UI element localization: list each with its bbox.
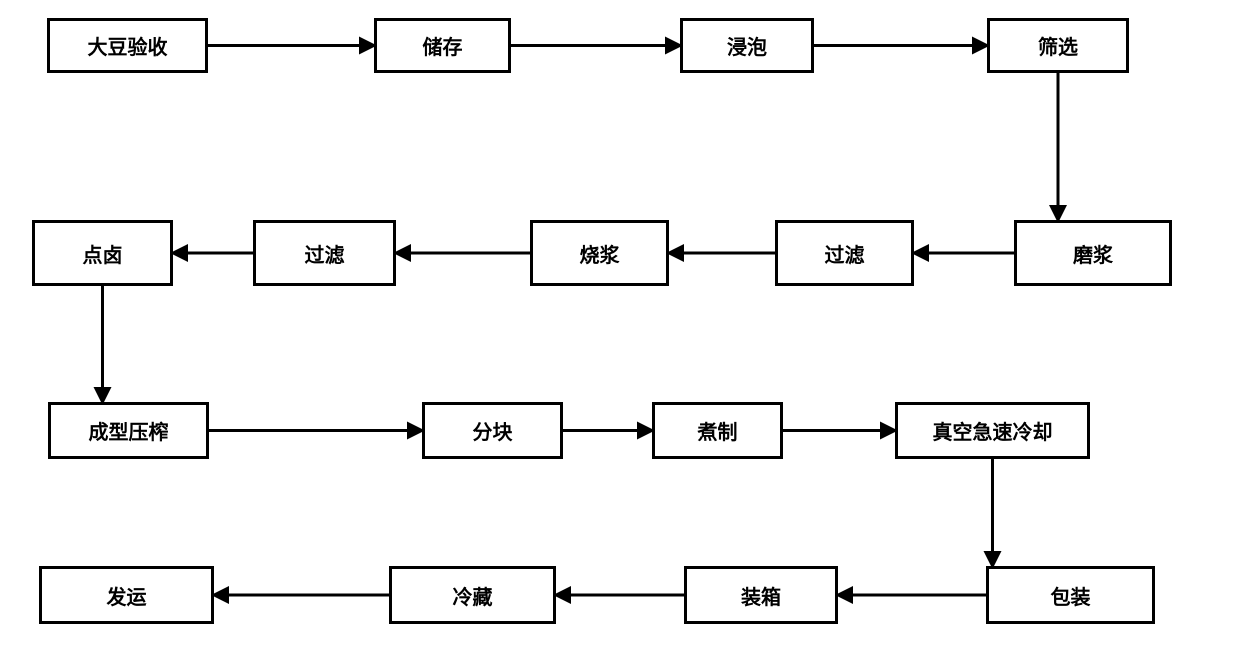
- flowchart-node-n6: 过滤: [775, 220, 914, 286]
- flowchart-node-n12: 煮制: [652, 402, 783, 459]
- node-label: 真空急速冷却: [933, 416, 1053, 445]
- node-label: 筛选: [1038, 31, 1078, 60]
- node-label: 浸泡: [727, 31, 767, 60]
- flowchart-node-n1: 大豆验收: [47, 18, 208, 73]
- flowchart-node-n7: 烧浆: [530, 220, 669, 286]
- node-label: 装箱: [741, 581, 781, 610]
- flowchart-node-n10: 成型压榨: [48, 402, 209, 459]
- node-label: 磨浆: [1073, 239, 1113, 268]
- flowchart-canvas: 大豆验收 储存 浸泡 筛选磨浆 过滤 烧浆 过滤 点卤成型压榨 分块 煮制 真空急速冷却包装 装箱 冷藏…: [0, 0, 1240, 669]
- node-label: 包装: [1051, 581, 1091, 610]
- flowchart-node-n17: 发运: [39, 566, 214, 624]
- flowchart-node-n15: 装箱: [684, 566, 838, 624]
- flowchart-node-n14: 包装: [986, 566, 1155, 624]
- node-label: 大豆验收: [88, 31, 168, 60]
- node-label: 过滤: [305, 239, 345, 268]
- node-label: 冷藏: [453, 581, 493, 610]
- node-label: 成型压榨: [89, 416, 169, 445]
- node-label: 分块: [473, 416, 513, 445]
- node-label: 储存: [423, 31, 463, 60]
- flowchart-node-n5: 磨浆: [1014, 220, 1172, 286]
- flowchart-node-n2: 储存: [374, 18, 511, 73]
- flowchart-node-n13: 真空急速冷却: [895, 402, 1090, 459]
- node-label: 发运: [107, 581, 147, 610]
- node-label: 烧浆: [580, 239, 620, 268]
- node-label: 煮制: [698, 416, 738, 445]
- flowchart-node-n9: 点卤: [32, 220, 173, 286]
- flowchart-node-n8: 过滤: [253, 220, 396, 286]
- flowchart-node-n16: 冷藏: [389, 566, 556, 624]
- flowchart-node-n3: 浸泡: [680, 18, 814, 73]
- node-label: 点卤: [83, 239, 123, 268]
- flowchart-node-n4: 筛选: [987, 18, 1129, 73]
- flowchart-node-n11: 分块: [422, 402, 563, 459]
- node-label: 过滤: [825, 239, 865, 268]
